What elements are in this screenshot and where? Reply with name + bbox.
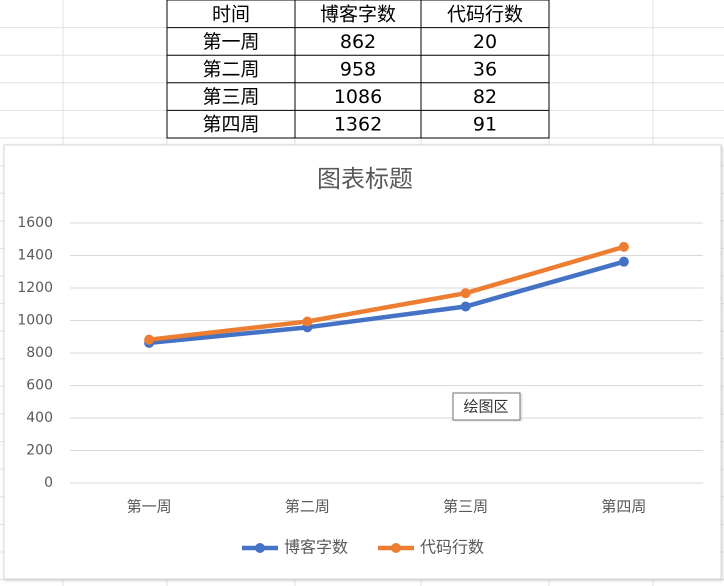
table-cell: 82 — [473, 86, 497, 108]
series-marker — [460, 288, 471, 299]
series-marker — [460, 301, 471, 312]
y-tick-label: 400 — [26, 410, 53, 426]
chart-frame[interactable] — [3, 144, 722, 580]
y-tick-label: 0 — [44, 475, 53, 491]
tooltip: 绘图区 — [463, 398, 508, 416]
series-marker — [618, 241, 629, 252]
table-cell: 958 — [340, 59, 376, 81]
y-tick-label: 1200 — [17, 280, 53, 296]
table-cell: 1362 — [334, 114, 382, 136]
series-line — [148, 259, 625, 346]
y-tick-label: 600 — [26, 378, 53, 394]
legend-marker — [391, 543, 401, 553]
series-line — [148, 244, 625, 342]
x-tick-label: 第一周 — [127, 498, 172, 516]
legend-marker — [255, 543, 265, 553]
legend-label: 博客字数 — [284, 538, 348, 557]
table-cell: 第三周 — [202, 86, 259, 108]
x-tick-label: 第三周 — [443, 498, 488, 516]
tooltip-box — [452, 392, 521, 421]
x-tick-label: 第二周 — [285, 498, 330, 516]
table-cell: 博客字数 — [320, 3, 396, 25]
series-marker — [144, 334, 155, 345]
x-tick-label: 第四周 — [601, 498, 646, 516]
table-box — [166, 0, 550, 139]
y-tick-label: 1000 — [17, 313, 53, 329]
table-cell: 20 — [473, 31, 497, 53]
table-cell: 第四周 — [202, 114, 259, 136]
table-cell: 时间 — [212, 3, 250, 25]
y-tick-label: 1400 — [17, 248, 53, 264]
series-marker — [302, 316, 313, 327]
table-cell: 第二周 — [202, 59, 259, 81]
table-cell: 第一周 — [202, 31, 259, 53]
y-tick-label: 1600 — [17, 215, 53, 231]
table-cell: 代码行数 — [447, 3, 523, 25]
table-cell: 1086 — [334, 86, 382, 108]
legend-label: 代码行数 — [420, 538, 484, 557]
chart-title: 图表标题 — [317, 165, 413, 193]
series-marker — [618, 256, 629, 267]
table-cell: 862 — [340, 31, 376, 53]
table-cell: 36 — [473, 59, 497, 81]
y-tick-label: 200 — [26, 443, 53, 459]
y-tick-label: 800 — [26, 345, 53, 361]
table-cell: 91 — [473, 114, 497, 136]
